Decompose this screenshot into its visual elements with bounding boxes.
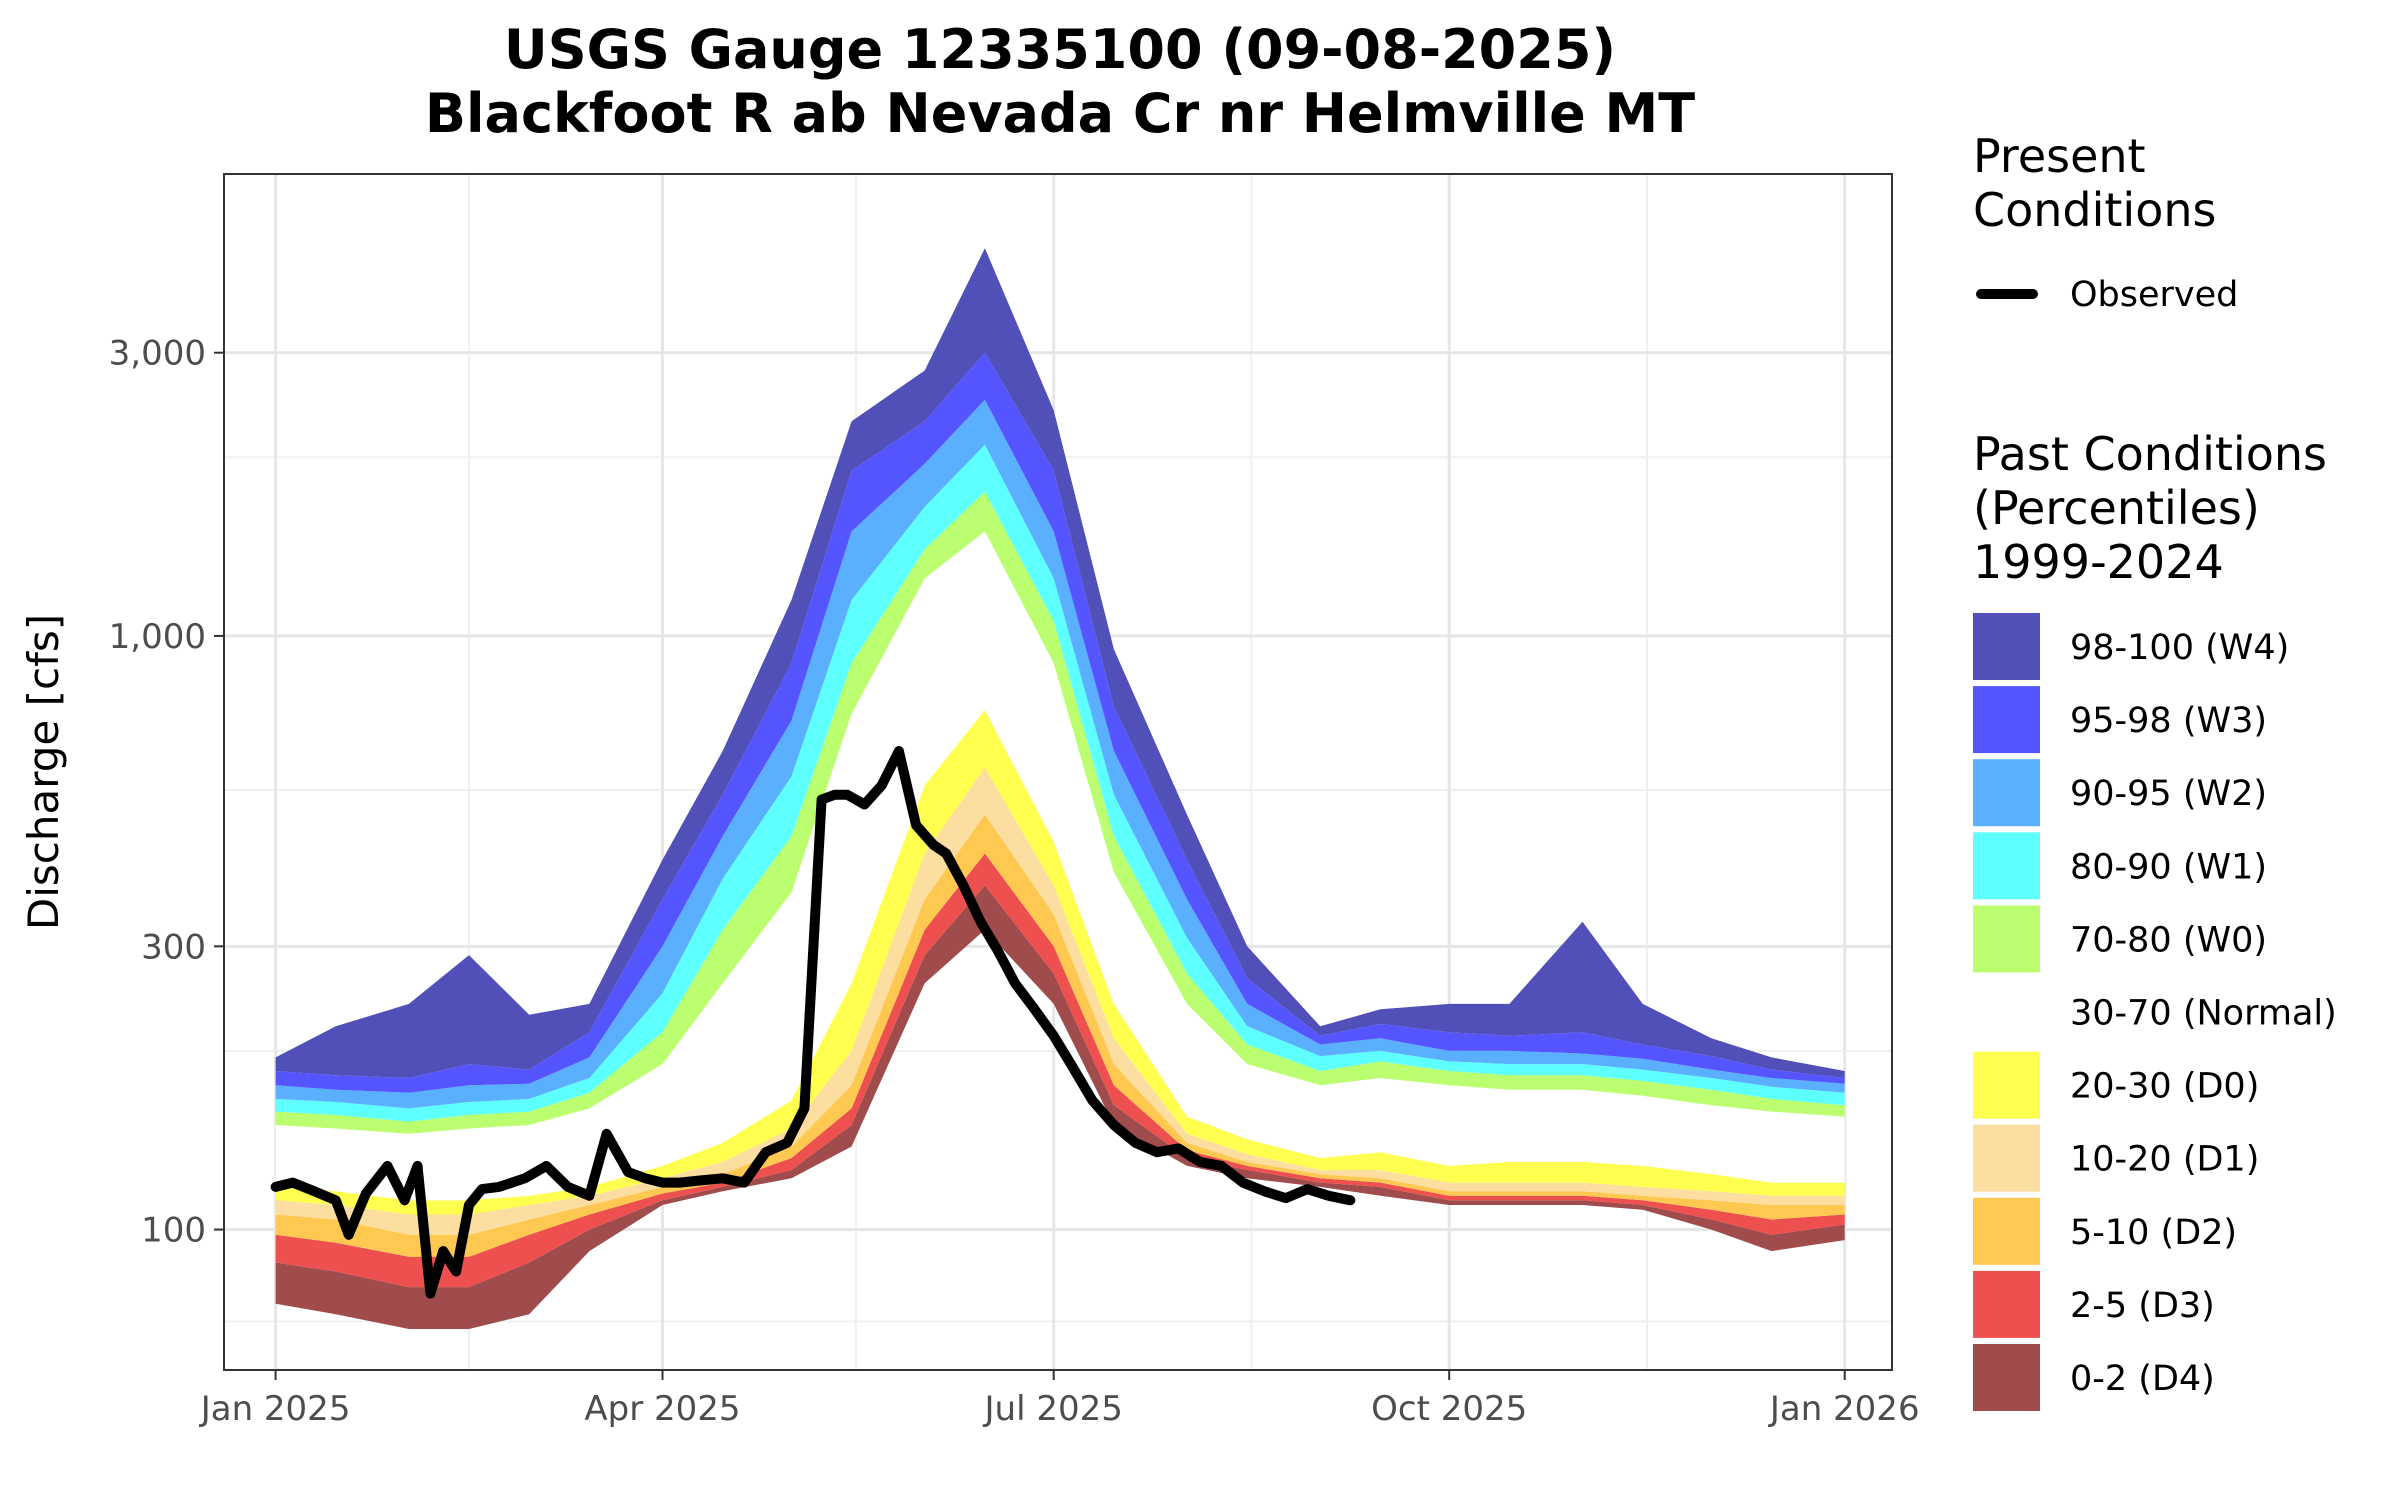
x-tick-label: Jan 2026	[1768, 1389, 1920, 1429]
legend-past-title: (Percentiles)	[1973, 481, 2260, 535]
legend-label-normal: 30-70 (Normal)	[2070, 994, 2337, 1034]
legend-swatch-d4	[1973, 1344, 2040, 1411]
legend-swatch-normal	[1973, 978, 2040, 1046]
legend-label-w3: 95-98 (W3)	[2070, 701, 2267, 741]
legend-label-w0: 70-80 (W0)	[2070, 920, 2267, 960]
x-tick-label: Apr 2025	[584, 1389, 740, 1429]
legend-present-title: Present	[1973, 129, 2146, 183]
legend-label-d0: 20-30 (D0)	[2070, 1067, 2259, 1107]
y-axis-label: Discharge [cfs]	[19, 614, 68, 930]
y-tick-label: 100	[141, 1211, 206, 1251]
legend-swatch-w1	[1973, 832, 2040, 900]
legend-label-d3: 2-5 (D3)	[2070, 1286, 2215, 1326]
observed-series-line	[270, 746, 1356, 1299]
legend-label-w1: 80-90 (W1)	[2070, 847, 2267, 887]
legend-swatch-d0	[1973, 1051, 2040, 1119]
chart-title: USGS Gauge 12335100 (09-08-2025)	[504, 18, 1616, 81]
band-normal	[275, 531, 1845, 1201]
legend-observed-label: Observed	[2070, 275, 2238, 315]
percentile-bands	[275, 248, 1845, 1329]
x-tick-label: Jan 2025	[199, 1389, 351, 1429]
plot-border	[223, 173, 1893, 1371]
x-tick-label: Oct 2025	[1371, 1389, 1527, 1429]
legend-swatch-w0	[1973, 905, 2040, 973]
legend-label-d2: 5-10 (D2)	[2070, 1213, 2237, 1253]
axes: 100 300 1,000 3,000 Jan 2025 Apr 2025 Jul 2025…	[109, 334, 1920, 1429]
legend-label-w4: 98-100 (W4)	[2070, 628, 2289, 668]
y-tick-label: 1,000	[109, 617, 206, 657]
legend-label-d1: 10-20 (D1)	[2070, 1140, 2259, 1180]
legend-label-w2: 90-95 (W2)	[2070, 774, 2267, 814]
legend-label-d4: 0-2 (D4)	[2070, 1359, 2215, 1399]
legend-swatch-d1	[1973, 1124, 2040, 1192]
legend-present-title: Conditions	[1973, 183, 2216, 237]
legend-past-title: Past Conditions	[1973, 427, 2327, 481]
y-tick-label: 3,000	[109, 334, 206, 374]
legend-past-title: 1999-2024	[1973, 535, 2224, 589]
legend-swatch-d2	[1973, 1197, 2040, 1265]
x-tick-label: Jul 2025	[983, 1389, 1123, 1429]
legend-swatch-w4	[1973, 613, 2040, 680]
chart-subtitle: Blackfoot R ab Nevada Cr nr Helmville MT	[425, 82, 1695, 145]
legend-swatch-w3	[1973, 686, 2040, 754]
band-w3	[275, 352, 1845, 1093]
y-tick-label: 300	[141, 927, 206, 967]
band-w4	[275, 248, 1845, 1078]
legend-swatch-d3	[1973, 1270, 2040, 1338]
observed-line-layer	[270, 746, 1356, 1299]
legend-swatch-w2	[1973, 759, 2040, 827]
